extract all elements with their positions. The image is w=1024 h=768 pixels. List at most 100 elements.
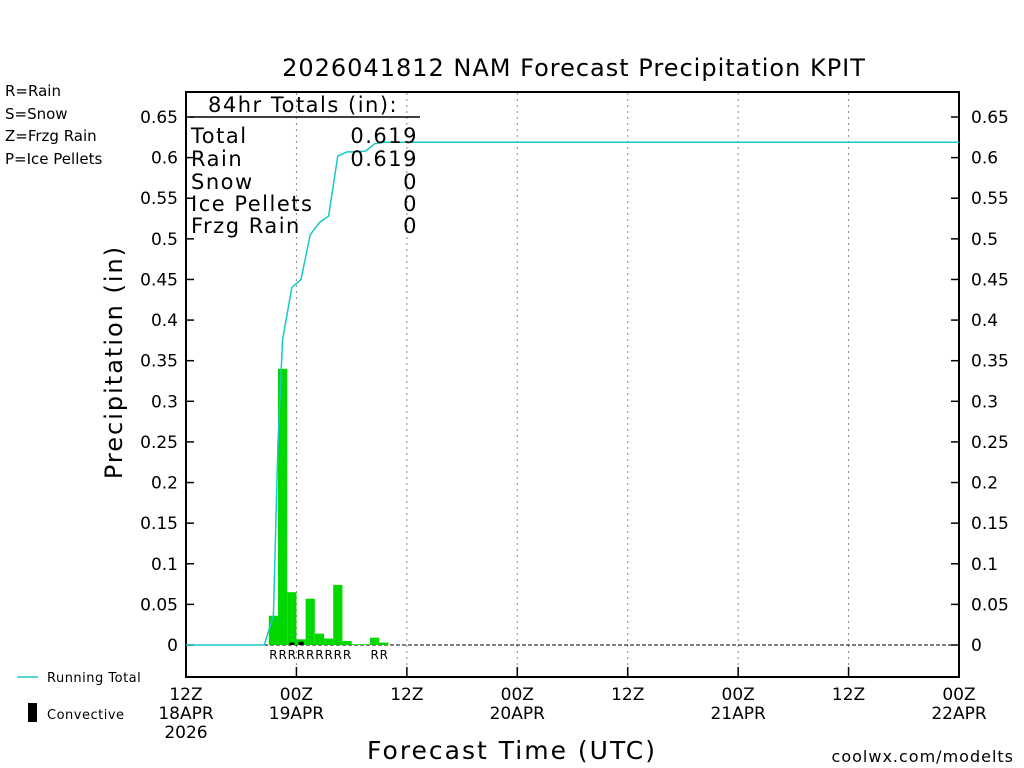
convective-bars [289,641,304,645]
y-tick-label-left: 0.4 [151,311,178,331]
rain-bar [268,615,279,645]
totals-rain-value: 0.619 [350,147,418,171]
x-tick-label: 00Z [722,685,755,705]
y-axis-left: 0 0.05 0.1 0.15 0.2 0.25 0.3 0.35 0.4 0.45 0.5 0.55… [140,108,194,656]
rain-bar [370,637,380,645]
legend-snow: S=Snow [5,105,68,123]
y-axis-label: Precipitation (in) [100,245,128,479]
totals-total-value: 0.619 [350,124,418,148]
totals-box: 84hr Totals (in): Total 0.619 Rain 0.619… [190,93,420,238]
rain-bar [351,644,361,645]
y-tick-label-right: 0.65 [971,108,1009,128]
y-tick-label-left: 0.25 [140,433,178,453]
y-tick-label-right: 0 [971,636,982,656]
ptype-marker: R [297,648,305,662]
legend-convective: Convective [47,708,125,723]
y-axis-right: 0 0.05 0.1 0.15 0.2 0.25 0.3 0.35 0.4 0.45 0.5 0.55… [951,108,1009,656]
rain-bars [268,368,389,645]
y-tick-label-left: 0.6 [151,149,178,169]
ptype-legend: R=Rain S=Snow Z=Frzg Rain P=Ice Pellets [5,82,102,168]
rain-bar [333,584,343,645]
ptype-marker: R [324,648,332,662]
convective-bar [289,642,295,645]
rain-bar [314,633,325,645]
x-tick-label: 12Z [832,685,865,705]
ptype-marker: R [380,648,388,662]
rain-bar [342,640,352,645]
y-tick-label-right: 0.1 [971,555,998,575]
x-tick-label: 00Z [942,685,975,705]
y-tick-label-right: 0.55 [971,189,1009,209]
x-tick-label: 18APR [158,704,214,724]
y-tick-label-right: 0.25 [971,433,1009,453]
legend-ice-pellets: P=Ice Pellets [5,150,102,168]
y-tick-label-right: 0.05 [971,595,1009,615]
legend-rain: R=Rain [5,82,61,100]
rain-bar [278,368,288,645]
x-tick-label: 12Z [611,685,644,705]
x-tick-label: 2026 [164,723,207,743]
ptype-marker: R [370,648,378,662]
totals-header: 84hr Totals (in): [208,93,398,117]
totals-total-label: Total [190,124,248,148]
ptype-marker: R [343,648,351,662]
totals-ice-value: 0 [403,192,418,216]
rain-bar [379,642,389,645]
ptype-marker: R [278,648,286,662]
ptype-marker: R [334,648,342,662]
y-tick-label-left: 0.55 [140,189,178,209]
rain-bar [324,638,334,645]
vertical-gridlines [295,93,850,676]
totals-frzg-value: 0 [403,214,418,238]
y-tick-label-right: 0.35 [971,352,1009,372]
credit-text: coolwx.com/modelts [832,747,1014,766]
y-tick-label-left: 0.5 [151,230,178,250]
x-tick-label: 20APR [490,704,546,724]
x-axis-label: Forecast Time (UTC) [367,736,657,765]
rain-bar [287,592,297,645]
x-tick-label: 12Z [169,685,202,705]
y-tick-label-left: 0.05 [140,595,178,615]
x-tick-label: 00Z [280,685,313,705]
x-tick-label: 21APR [710,704,766,724]
y-tick-label-left: 0.15 [140,514,178,534]
y-tick-label-left: 0.1 [151,555,178,575]
y-tick-label-left: 0.2 [151,474,178,494]
y-tick-label-right: 0.15 [971,514,1009,534]
legend-convective-swatch [28,703,37,722]
y-tick-label-right: 0.4 [971,311,998,331]
y-tick-label-left: 0.3 [151,392,178,412]
y-tick-label-left: 0 [167,636,178,656]
chart-title: 2026041812 NAM Forecast Precipitation KP… [282,54,866,82]
x-tick-label: 00Z [501,685,534,705]
totals-ice-label: Ice Pellets [191,192,313,216]
y-tick-label-right: 0.45 [971,270,1009,290]
ptype-marker: R [306,648,314,662]
y-tick-label-right: 0.3 [971,392,998,412]
x-tick-label: 22APR [931,704,987,724]
x-tick-label: 19APR [269,704,325,724]
y-tick-label-right: 0.6 [971,149,998,169]
y-tick-label-right: 0.2 [971,474,998,494]
running-total-line [186,141,959,646]
plot-frame [185,91,960,678]
legend-frzg-rain: Z=Frzg Rain [5,127,97,145]
totals-snow-value: 0 [403,170,418,194]
y-tick-label-left: 0.45 [140,270,178,290]
y-tick-label-right: 0.5 [971,230,998,250]
ptype-marker: R [288,648,296,662]
y-tick-label-left: 0.65 [140,108,178,128]
rain-bar [360,644,371,645]
series-legend: Running Total Convective [17,671,141,723]
x-tick-label: 12Z [390,685,423,705]
legend-running-total: Running Total [47,671,141,686]
totals-rain-label: Rain [191,147,243,171]
y-tick-label-left: 0.35 [140,352,178,372]
rain-bar [305,598,315,645]
ptype-marker: R [315,648,323,662]
totals-snow-label: Snow [191,170,254,194]
totals-frzg-label: Frzg Rain [191,214,301,238]
